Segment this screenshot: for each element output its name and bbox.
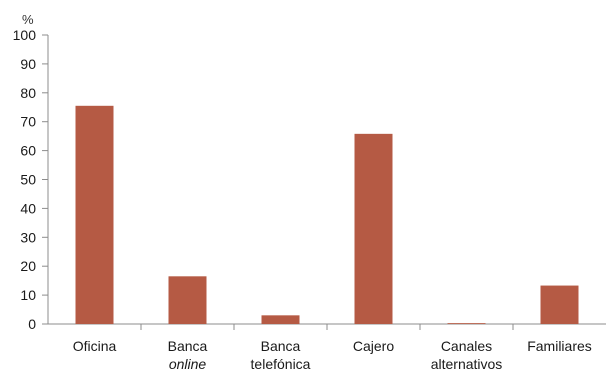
y-tick-label: 0 xyxy=(28,316,36,332)
x-labels: Oficina Banca online Banca telefónica Cajero C… xyxy=(73,338,592,372)
x-category-label: Canales xyxy=(441,338,492,354)
x-category-label: Banca xyxy=(261,338,301,354)
x-category-label: Oficina xyxy=(73,338,117,354)
x-category-label: telefónica xyxy=(251,356,311,372)
y-tick-label: 50 xyxy=(20,172,36,188)
x-ticks xyxy=(140,324,514,330)
bar xyxy=(168,276,207,324)
y-tick-label: 70 xyxy=(20,114,36,130)
bar xyxy=(540,285,579,324)
bar xyxy=(447,323,486,324)
y-tick-label: 40 xyxy=(20,200,36,216)
y-tick-label: 60 xyxy=(20,143,36,159)
bars xyxy=(75,105,579,325)
x-category-label: Banca xyxy=(168,338,208,354)
bar xyxy=(261,315,300,324)
bar xyxy=(354,133,393,324)
x-category-label: Familiares xyxy=(527,338,592,354)
y-ticks: 0 10 20 30 40 50 60 70 80 90 100 xyxy=(13,27,48,332)
y-tick-label: 20 xyxy=(20,258,36,274)
x-category-label: online xyxy=(169,356,207,372)
x-category-label: alternativos xyxy=(431,356,503,372)
y-tick-label: 30 xyxy=(20,229,36,245)
x-category-label: Cajero xyxy=(353,338,394,354)
y-tick-label: 100 xyxy=(13,27,37,43)
y-tick-label: 10 xyxy=(20,287,36,303)
y-tick-label: 90 xyxy=(20,56,36,72)
y-tick-label: 80 xyxy=(20,85,36,101)
bar xyxy=(75,105,114,325)
y-unit-label: % xyxy=(22,12,34,27)
